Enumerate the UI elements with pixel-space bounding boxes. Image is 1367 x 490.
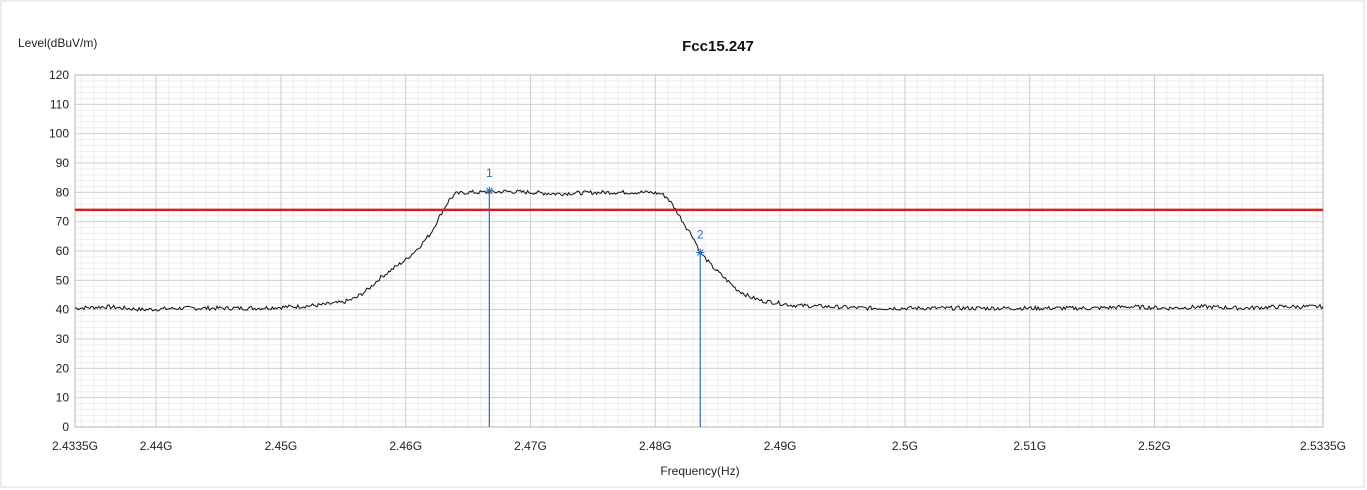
x-tick-label: 2.5335G: [1300, 439, 1346, 453]
y-tick-label: 50: [56, 273, 70, 287]
x-tick-label: 2.51G: [1013, 439, 1046, 453]
y-tick-label: 20: [56, 361, 70, 375]
plot-area-border: [74, 74, 1324, 428]
y-tick-label: 120: [49, 68, 69, 82]
x-tick-label: 2.52G: [1138, 439, 1171, 453]
marker-label: 2: [697, 227, 704, 241]
marker-label: 1: [486, 166, 493, 180]
x-tick-label: 2.49G: [764, 439, 797, 453]
x-axis-title: Frequency(Hz): [660, 464, 739, 478]
y-tick-label: 40: [56, 303, 70, 317]
chart-title: Fcc15.247: [682, 38, 754, 55]
y-tick-label: 0: [62, 420, 69, 434]
marker-layer: 12: [485, 166, 705, 427]
x-tick-label: 2.47G: [514, 439, 547, 453]
x-tick-label: 2.45G: [265, 439, 298, 453]
x-tick-label: 2.46G: [389, 439, 422, 453]
y-tick-label: 110: [50, 97, 69, 111]
marker-point: [485, 186, 494, 195]
y-tick-label: 70: [56, 215, 70, 229]
x-tick-label: 2.48G: [639, 439, 672, 453]
x-tick-label: 2.44G: [140, 439, 173, 453]
y-tick-label: 60: [56, 244, 70, 258]
x-tick-label: 2.4335G: [52, 439, 98, 453]
x-tick-label: 2.5G: [892, 439, 918, 453]
y-axis-ticks: 0 10 20 30 40 50 60 70 80 90 100 110 120: [49, 68, 69, 434]
y-tick-label: 100: [49, 127, 69, 141]
y-axis-title: Level(dBuV/m): [18, 36, 97, 50]
y-tick-label: 30: [56, 332, 70, 346]
y-tick-label: 10: [56, 391, 70, 405]
x-axis-ticks: 2.4335G 2.44G 2.45G 2.46G 2.47G 2.48G 2.49G 2.5…: [52, 439, 1346, 453]
y-tick-label: 90: [56, 156, 70, 170]
marker-point: [696, 248, 705, 257]
y-tick-label: 80: [56, 185, 70, 199]
